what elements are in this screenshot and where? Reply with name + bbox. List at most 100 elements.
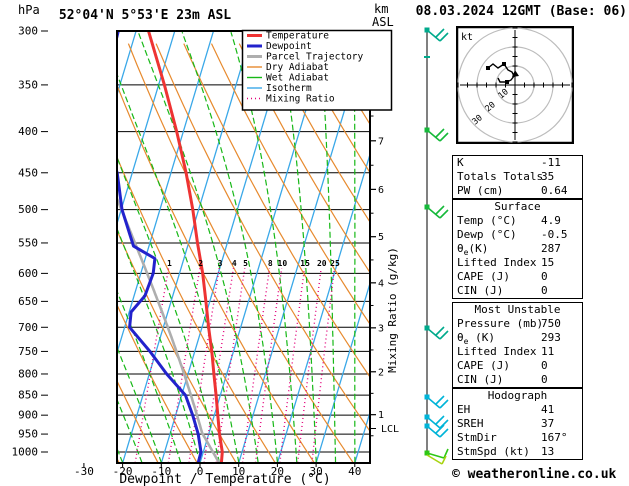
legend-label: Mixing Ratio: [266, 94, 335, 105]
stats-row-value: 13: [541, 445, 555, 458]
temp-tick-label: 10: [232, 465, 245, 478]
stats-row: StmDir 167°: [453, 431, 582, 445]
footer: © weatheronline.co.uk: [452, 467, 616, 482]
stats-row-label: CIN (J): [457, 284, 504, 297]
temp-tick-label: 20: [271, 465, 284, 478]
hodograph-trace-marker: [505, 80, 509, 84]
stats-box-indices: K -11 Totals Totals 35 PW (cm) 0.64: [452, 155, 583, 199]
stats-row-label: Temp (°C): [457, 214, 517, 227]
pressure-tick-label: 900: [18, 409, 38, 422]
stats-row: Dewp (°C) -0.5: [453, 228, 582, 242]
stats-row-value: 15: [541, 256, 555, 269]
mixing-ratio-value-label: 3: [218, 259, 223, 268]
temp-tick-label: 30: [309, 465, 322, 478]
dry-adiabat-line: [238, 43, 370, 274]
stats-row: K -11: [453, 156, 582, 170]
mixing-ratio-value-label: 20: [317, 259, 327, 268]
isotherm-line: [315, 281, 370, 463]
legend-label: Parcel Trajectory: [266, 52, 364, 63]
wet-adiabat-line: [0, 32, 7, 463]
stats-row: Pressure (mb) 750: [453, 317, 582, 331]
lcl-label: LCL: [381, 424, 399, 435]
pressure-tick-label: 650: [18, 295, 38, 308]
stats-row: CAPE (J) 0: [453, 359, 582, 373]
stats-box-hodograph: Hodograph EH 41 SREH 37 StmDir 167° StmSpd (kt)…: [452, 388, 583, 460]
chart-title: 52°04'N 5°53'E 23m ASL: [59, 8, 231, 23]
km-axis-unit-line2: ASL: [372, 15, 394, 29]
wet-adiabat-line: [117, 72, 240, 463]
isotherm-line: [0, 31, 20, 463]
hodograph-trace-line: [487, 63, 515, 83]
mixing-ratio-line: [188, 267, 220, 463]
stats-row: EH 41: [453, 403, 582, 417]
dry-adiabat-line: [117, 379, 159, 463]
dry-adiabat-line: [294, 43, 370, 174]
isotherm-line: [117, 31, 215, 355]
stats-row-label: StmSpd (kt): [457, 445, 530, 458]
stats-row-value: -0.5: [541, 228, 568, 241]
stats-row-value: 167°: [541, 431, 568, 444]
stats-row-value: 37: [541, 417, 555, 430]
mixing-ratio-line: [167, 267, 201, 463]
dry-adiabat-line: [266, 43, 370, 224]
pressure-axis-ticks: 300 350 400 450 500 550 600 650 700 750 800 850 900 9…: [12, 25, 48, 459]
mixing-ratio-line: [279, 268, 306, 463]
stats-row-label: CIN (J): [457, 373, 504, 386]
mixing-ratio-line: [203, 267, 235, 463]
pressure-tick-label: 600: [18, 267, 38, 280]
date-header: 08.03.2024 12GMT (Base: 06): [415, 4, 627, 19]
stats-row-value: 11: [541, 345, 555, 358]
pressure-tick-label: 350: [18, 78, 38, 91]
legend-label: Wet Adiabat: [266, 73, 329, 84]
wet-adiabat-line: [137, 31, 259, 463]
pressure-tick-label: 500: [18, 203, 38, 216]
legend-label: Isotherm: [266, 83, 312, 94]
hodograph-trace-marker: [502, 62, 506, 66]
mixing-ratio-line: [311, 268, 336, 463]
wet-adiabat-line: [319, 32, 337, 463]
stats-row-label: SREH: [457, 417, 484, 430]
legend-label: Temperature: [266, 31, 329, 42]
stats-row-label: K: [457, 156, 464, 169]
stats-row-value: 0.64: [541, 184, 568, 197]
surface-wind-barb: [426, 448, 449, 459]
stats-row-value: 4.9: [541, 214, 561, 227]
km-tick-label: 1: [378, 410, 384, 421]
wind-barb: [426, 395, 449, 409]
wet-adiabat-line: [117, 346, 162, 463]
mixing-ratio-lines: [134, 267, 336, 463]
mixing-ratio-line: [241, 268, 271, 463]
isotherm-line: [276, 152, 370, 463]
km-tick-label: 5: [378, 232, 384, 243]
wet-adiabat-line: [0, 32, 103, 463]
dry-adiabat-line: [155, 43, 370, 433]
pressure-tick-label: 800: [18, 367, 38, 380]
stats-row-value: 41: [541, 403, 555, 416]
dewpoint-curve: [117, 31, 203, 463]
stats-box-title: Most Unstable: [474, 303, 561, 316]
isotherm-line: [117, 31, 176, 226]
stats-row-label: Pressure (mb): [457, 317, 544, 330]
stats-row: StmSpd (kt) 13: [453, 445, 582, 459]
km-axis-unit-line1: km: [374, 2, 388, 16]
hodograph-trace-arrow: [512, 70, 519, 77]
stats-row-label: Totals Totals: [457, 170, 544, 183]
legend-label: Dewpoint: [266, 41, 312, 52]
dry-adiabat-line: [117, 83, 315, 463]
temp-tick-label: -10: [151, 465, 171, 478]
temperature-axis-ticks: -30 -20 -10 0 10 20 30 40: [74, 463, 361, 478]
wet-adiabat-line: [117, 226, 201, 463]
stats-box-title: Surface: [494, 200, 541, 213]
stats-row: PW (cm) 0.64: [453, 184, 582, 198]
stats-row-label: CAPE (J): [457, 270, 510, 283]
mixing-ratio-value-label: 15: [300, 259, 310, 268]
stats-row-label: EH: [457, 403, 471, 416]
mixing-ratio-value-label: 1: [167, 259, 172, 268]
stats-row: Totals Totals 35: [453, 170, 582, 184]
mixing-ratio-line: [297, 268, 322, 463]
stats-tables: K -11 Totals Totals 35 PW (cm) 0.64 Surface Tem…: [452, 155, 583, 460]
mixing-ratio-value-label: 5: [243, 259, 248, 268]
stats-box-most-unstable: Most Unstable Pressure (mb) 750 θe (K) 293 Li…: [452, 302, 583, 388]
